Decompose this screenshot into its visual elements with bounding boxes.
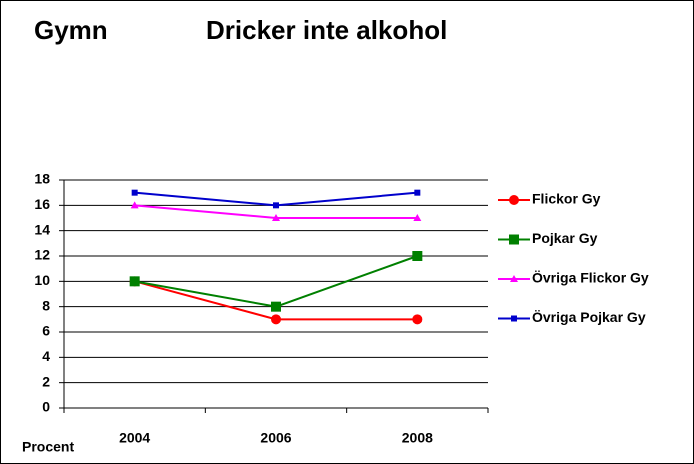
x-tick-label: 2006: [260, 430, 291, 446]
marker: [131, 189, 138, 196]
y-tick-label: 18: [34, 171, 50, 187]
y-tick-label: 2: [42, 373, 50, 389]
y-tick-label: 6: [42, 323, 50, 339]
marker: [413, 214, 422, 221]
marker: [412, 251, 423, 261]
y-tick-label: 0: [42, 399, 50, 415]
marker: [271, 314, 281, 325]
marker: [509, 195, 519, 205]
marker: [272, 214, 280, 221]
chart-title: Dricker inte alkohol: [206, 15, 447, 45]
marker: [511, 315, 517, 322]
y-tick-label: 12: [34, 247, 50, 263]
legend-label: Övriga Pojkar Gy: [532, 309, 646, 325]
marker: [129, 276, 140, 287]
x-tick-label: 2004: [119, 430, 150, 446]
y-tick-label: 8: [42, 297, 50, 313]
y-tick-label: 14: [34, 221, 50, 237]
legend-label: Pojkar Gy: [532, 230, 598, 246]
y-tick-label: 4: [42, 348, 50, 364]
marker: [414, 189, 421, 196]
x-tick-label: 2008: [402, 430, 433, 446]
y-tick-label: 10: [34, 272, 50, 288]
y-axis-label: Procent: [22, 439, 74, 455]
legend-label: Övriga Flickor Gy: [532, 270, 649, 286]
marker: [509, 234, 519, 245]
marker: [271, 301, 281, 312]
y-tick-label: 16: [34, 196, 50, 212]
marker: [510, 275, 518, 282]
marker: [273, 202, 279, 209]
legend-label: Flickor Gy: [532, 191, 601, 207]
marker: [130, 201, 139, 209]
marker: [412, 314, 423, 325]
chart-heading: Gymn: [34, 15, 108, 45]
